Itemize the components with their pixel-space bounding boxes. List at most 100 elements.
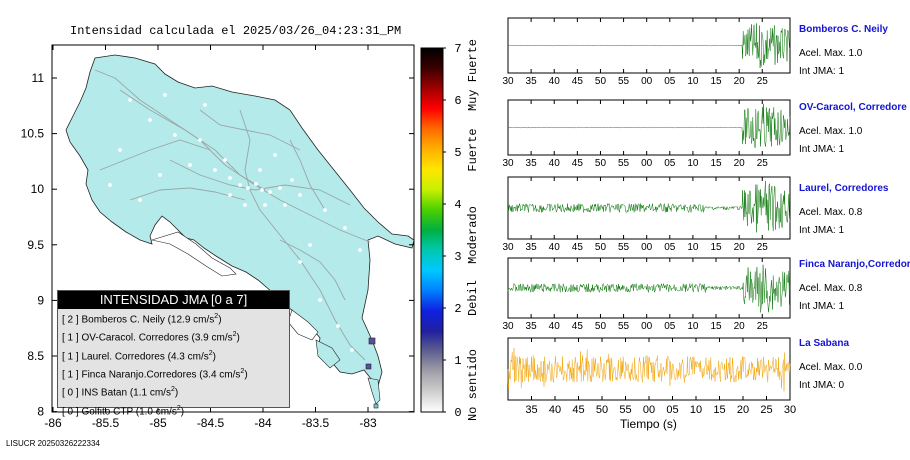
road-0	[94, 69, 371, 243]
legend-row: [ 0 ] Golfito CTP (1.0 cm/s2)	[58, 401, 289, 419]
waveform-tick-label: 10	[690, 404, 702, 416]
town-dot-22	[138, 198, 142, 202]
map-xtick-label-5: -83.5	[302, 416, 330, 430]
map-xtick-label-6: -83	[359, 416, 377, 430]
waveform-tick-label: 00	[641, 321, 653, 332]
legend-close-paren: )	[218, 314, 222, 326]
max-acceleration: Acel. Max. 0.8	[799, 207, 863, 218]
waveform-tick-label: 40	[549, 321, 561, 332]
waveform-tick-label: 45	[572, 321, 584, 332]
waveform-tick-label: 25	[757, 158, 769, 169]
legend-level: [ 1 ]	[62, 369, 79, 381]
map-ytick-label-3: 9.5	[27, 238, 44, 252]
waveform-tick-label: 00	[641, 158, 653, 169]
waveform-tick-label: 45	[572, 158, 584, 169]
waveform-tick-label: 25	[760, 404, 772, 416]
waveform-tick-label: 55	[618, 158, 630, 169]
waveform-tick-label: 15	[710, 321, 722, 332]
colorbar-category-label-1: Debil	[466, 280, 480, 316]
legend-unit-exponent: 2	[170, 386, 175, 394]
waveform-tick-label: 10	[687, 242, 699, 253]
waveform-tick-label: 00	[641, 242, 653, 253]
waveform-tick-label: 20	[734, 321, 746, 332]
waveform-trace	[507, 103, 791, 149]
town-dot-29	[243, 203, 247, 207]
town-dot-3	[213, 168, 217, 172]
station-marker-bomberos	[368, 337, 376, 345]
map-ytick-label-6: 8	[37, 405, 44, 419]
legend-level: [ 0 ]	[62, 387, 79, 399]
waveform-tick-label: 15	[710, 158, 722, 169]
waveform-tick-label: 50	[595, 158, 607, 169]
legend-close-paren: )	[174, 387, 179, 399]
waveform-tick-label: 45	[572, 76, 584, 87]
legend-unit-exponent: 2	[240, 367, 245, 375]
map-ytick-label-2: 10	[31, 182, 45, 196]
osa-peninsula	[315, 339, 341, 369]
waveform-panel-3: 30 35 40 45 50 55 00 05 10 15 20 25	[502, 257, 791, 332]
legend-row: [ 2 ] Bomberos C. Neily (12.9 cm/s2)	[58, 309, 289, 327]
waveform-tick-label: 35	[526, 158, 538, 169]
legend-station: Finca Naranjo.Corredores (3.4 cm/s	[78, 369, 241, 381]
waveform-tick-label: 40	[549, 404, 561, 416]
town-dot-11	[290, 178, 294, 182]
road-8	[279, 239, 346, 301]
jma-intensity: Int JMA: 1	[799, 225, 845, 236]
legend-level: [ 2 ]	[62, 314, 79, 326]
town-dot-8	[260, 188, 264, 192]
map-xtick-label-4: -84	[254, 416, 272, 430]
town-dot-0	[148, 118, 152, 122]
waveform-tick-label: 35	[526, 321, 538, 332]
legend-station: INS Batan (1.1 cm/s	[78, 387, 171, 399]
town-dot-32	[358, 248, 362, 252]
waveform-tick-label: 15	[710, 76, 722, 87]
waveform-frame	[507, 337, 791, 401]
road-3	[239, 109, 366, 361]
waveform-tick-label: 30	[502, 76, 514, 87]
waveform-tick-label: 55	[618, 76, 630, 87]
town-dot-18	[336, 324, 340, 328]
waveform-tick-label: 35	[526, 76, 538, 87]
town-dot-35	[203, 103, 207, 107]
legend-row: [ 0 ] INS Batan (1.1 cm/s2)	[58, 382, 289, 400]
town-dot-25	[223, 158, 227, 162]
waveform-tick-label: 35	[525, 404, 537, 416]
waveform-tick-label: 15	[713, 404, 725, 416]
waveform-tick-label: 25	[757, 242, 769, 253]
town-dot-6	[246, 186, 250, 190]
town-dot-12	[298, 193, 302, 197]
station-marker-golfito	[373, 403, 379, 409]
footer-id: LISUCR 20250326222334	[6, 439, 100, 448]
waveform-tick-label: 00	[643, 404, 655, 416]
legend-station: Bomberos C. Neily (12.9 cm/s	[78, 314, 215, 326]
jma-intensity: Int JMA: 1	[799, 144, 845, 155]
road-6	[289, 139, 326, 211]
town-dot-24	[188, 163, 192, 167]
waveform-tick-label: 50	[595, 321, 607, 332]
legend-row: [ 1 ] OV-Caracol. Corredores (3.9 cm/s2)	[58, 327, 289, 345]
legend-station: Laurel. Corredores (4.3 cm/s	[78, 350, 209, 362]
jma-intensity: Int JMA: 1	[799, 301, 845, 312]
waveform-tick-label: 40	[549, 242, 561, 253]
waveform-tick-label: 05	[666, 404, 678, 416]
waveform-trace	[507, 180, 791, 233]
road-2	[169, 159, 351, 206]
waveform-tick-label: 05	[664, 76, 676, 87]
legend-unit-exponent: 2	[232, 331, 237, 339]
colorbar-tick-label-1: 1	[454, 354, 461, 368]
waveform-tick-label: 30	[502, 321, 514, 332]
station-marker-corredores	[365, 363, 372, 370]
waveform-panel-0: 30 35 40 45 50 55 00 05 10 15 20 25	[502, 17, 791, 87]
waveform-tick-label: 30	[784, 404, 796, 416]
colorbar-category-label-0: No sentido	[466, 349, 480, 421]
town-dot-17	[318, 298, 322, 302]
waveform-panel-2: 30 35 40 45 50 55 00 05 10 15 20 25	[502, 176, 791, 253]
waveform-tick-label: 50	[596, 404, 608, 416]
station-name: La Sabana	[799, 338, 850, 349]
town-dot-4	[228, 176, 232, 180]
intensity-legend: INTENSIDAD JMA [0 a 7] [ 2 ] Bomberos C.…	[57, 290, 290, 417]
waveform-tick-label: 35	[526, 242, 538, 253]
map-xtick-label-2: -85	[149, 416, 167, 430]
town-dot-13	[323, 208, 327, 212]
